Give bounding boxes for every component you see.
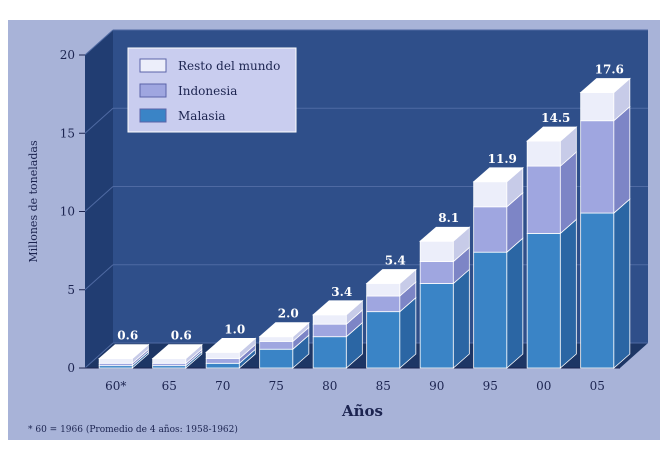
bar-segment-malasia	[580, 212, 615, 369]
bar-segment-resto	[526, 140, 561, 167]
gridline	[84, 107, 114, 134]
bar-segment-resto	[366, 283, 401, 297]
total-labels: 0.6 0.6 1.0 2.0 3.4 5.4 8.1 11.9 14.5 17.6	[117, 63, 624, 343]
legend-label-resto: Resto del mundo	[178, 59, 280, 73]
bar-total-label: 14.5	[541, 111, 570, 125]
bar-segment-indonesia	[473, 206, 508, 253]
bar-side-malasia	[613, 198, 631, 369]
bar-segment-indonesia	[205, 358, 240, 364]
bar-total-label: 0.6	[117, 329, 138, 343]
bar-top-resto	[419, 226, 471, 242]
bars	[98, 77, 631, 369]
y-tick-label: 5	[67, 283, 75, 297]
bar-side-malasia	[452, 268, 470, 369]
bar-segment-indonesia	[366, 295, 401, 313]
bar-total-label: 17.6	[595, 63, 624, 77]
bar-top-resto	[258, 322, 310, 338]
bar-side-malasia	[559, 218, 577, 369]
bar-top-resto	[312, 300, 364, 316]
y-tick-label: 10	[60, 205, 75, 219]
gridline	[84, 342, 114, 369]
x-tick-label: 80	[322, 379, 337, 393]
bar-segment-malasia	[366, 311, 401, 369]
bar-segment-indonesia	[312, 323, 347, 338]
bar-segment-resto	[98, 358, 133, 364]
x-tick-label: 60*	[105, 379, 126, 393]
bar-segment-malasia	[526, 233, 561, 369]
gridline	[84, 29, 114, 56]
bar-segment-malasia	[419, 283, 454, 369]
bar-segment-indonesia	[419, 261, 454, 284]
legend-swatch-indonesia	[139, 83, 167, 98]
bar-top-resto	[365, 269, 417, 284]
bar-segment-resto	[580, 92, 615, 122]
bar-total-label: 5.4	[385, 253, 406, 267]
bar-segment-malasia	[473, 251, 508, 369]
bar-segment-resto	[205, 351, 240, 360]
bar-total-label: 11.9	[488, 152, 517, 166]
bar-segment-indonesia	[580, 120, 615, 214]
bar-top-resto	[98, 344, 150, 360]
bar-top-resto	[472, 167, 524, 183]
y-tick-label: 15	[60, 126, 75, 140]
legend: Resto del mundo Indonesia Malasia	[127, 47, 297, 133]
y-tick-label: 20	[60, 48, 75, 62]
bar-side-indonesia	[613, 105, 631, 214]
x-tick-label: 95	[483, 379, 498, 393]
bar-segment-indonesia	[526, 165, 561, 234]
legend-swatch-malasia	[139, 108, 167, 123]
x-tick-label: 65	[162, 379, 177, 393]
bar-segment-resto	[152, 358, 187, 364]
x-tick-label: 00	[536, 379, 551, 393]
x-tick-label: 85	[376, 379, 391, 393]
legend-label-malasia: Malasia	[178, 109, 226, 123]
x-axis-ticks: 60* 65 70 75 80 85 90 95 00 05	[105, 379, 605, 393]
bar-segment-malasia	[205, 362, 240, 369]
footnote: * 60 = 1966 (Promedio de 4 años: 1958-19…	[28, 424, 238, 435]
bar-segment-indonesia	[259, 340, 294, 350]
gridline	[84, 186, 114, 212]
x-tick-label: 70	[215, 379, 230, 393]
bar-top-resto	[205, 337, 257, 353]
bar-total-label: 8.1	[438, 211, 459, 225]
x-tick-label: 05	[590, 379, 605, 393]
legend-swatch-resto	[139, 58, 167, 73]
bar-top-resto	[151, 344, 203, 360]
bar-segment-resto	[312, 314, 347, 325]
bar-total-label: 2.0	[278, 307, 299, 321]
bar-total-label: 0.6	[171, 329, 192, 343]
x-tick-label: 75	[269, 379, 284, 393]
bar-segment-malasia	[312, 336, 347, 369]
bar-top-resto	[526, 126, 578, 142]
x-axis-label: Años	[341, 402, 383, 420]
y-axis-label: Millones de toneladas	[27, 140, 40, 263]
bar-side-malasia	[506, 237, 524, 369]
y-tick-label: 0	[67, 361, 75, 375]
gridline	[84, 264, 114, 291]
legend-label-indonesia: Indonesia	[178, 84, 237, 98]
bar-top-resto	[579, 78, 631, 93]
bar-segment-resto	[419, 240, 454, 262]
bar-segment-resto	[473, 181, 508, 208]
bar-segment-malasia	[259, 348, 294, 369]
bar-total-label: 1.0	[224, 322, 245, 336]
bar-segment-resto	[259, 336, 294, 342]
x-tick-label: 90	[429, 379, 444, 393]
bar-total-label: 3.4	[331, 285, 352, 299]
